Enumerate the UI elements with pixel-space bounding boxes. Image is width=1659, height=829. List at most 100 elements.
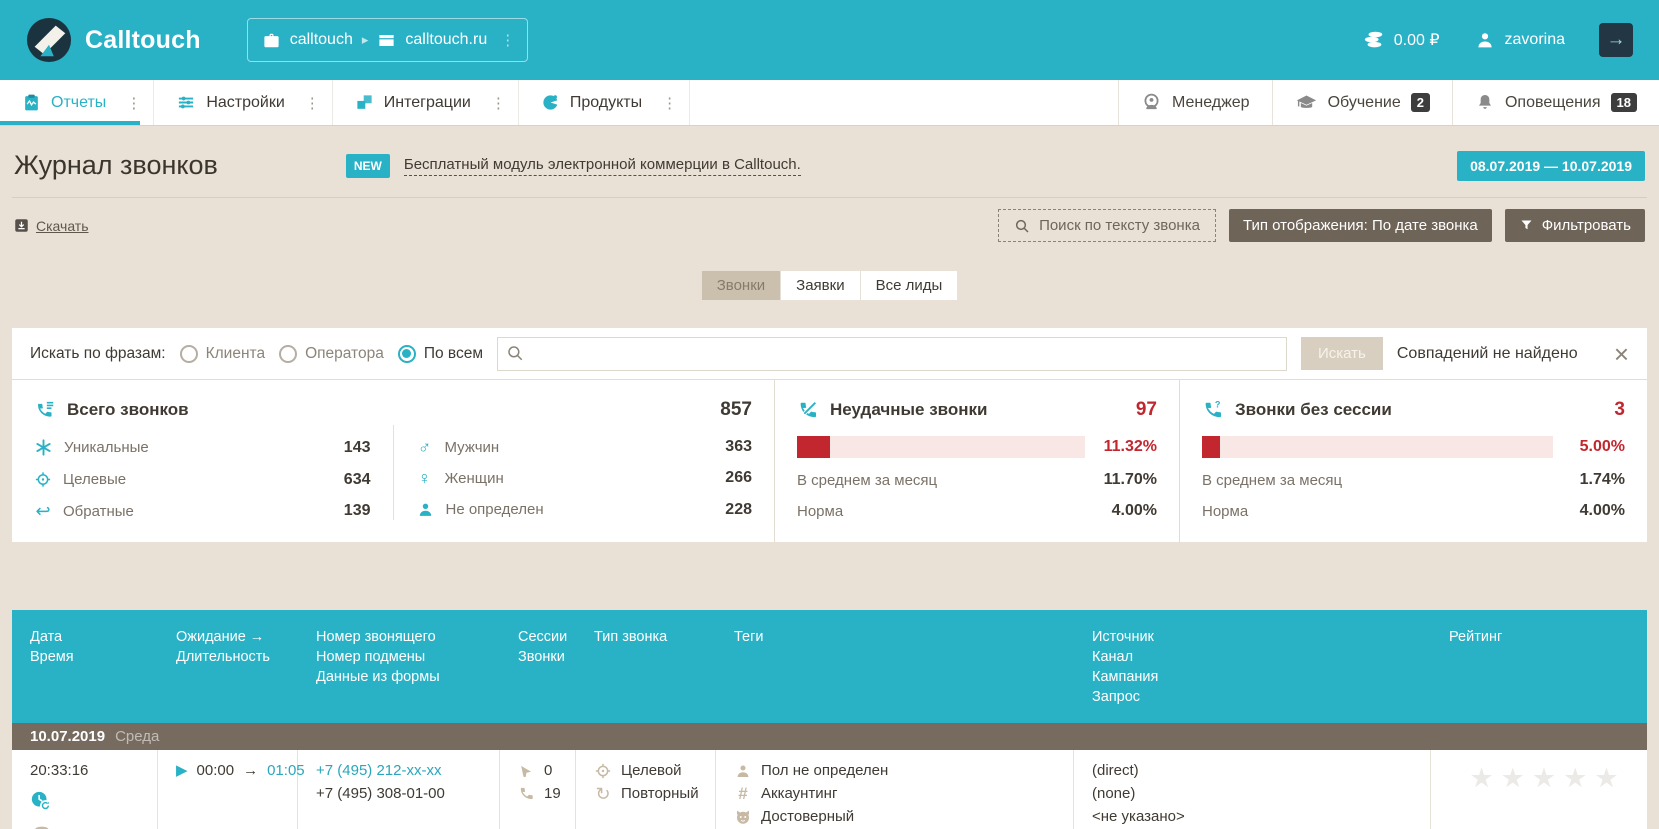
phrase-search-input[interactable]: [497, 336, 1287, 371]
call-text-search-label: Поиск по тексту звонка: [1039, 217, 1200, 234]
phrase-search-row: Искать по фразам: Клиента Оператора По в…: [12, 328, 1647, 380]
radio-client[interactable]: Клиента: [179, 344, 265, 363]
search-submit-button[interactable]: Искать: [1301, 337, 1383, 370]
filter-button[interactable]: Фильтровать: [1504, 209, 1645, 242]
no-session-percent: 5.00%: [1579, 438, 1625, 455]
nav-tab-products-link[interactable]: Продукты: [519, 80, 650, 125]
target-calls-value: 634: [343, 470, 371, 488]
page-title: Журнал звонков: [14, 150, 218, 180]
nav-tab-products-menu-icon[interactable]: ⋮: [662, 94, 678, 112]
call-text-search-button[interactable]: Поиск по тексту звонка: [998, 209, 1216, 242]
no-session-value: 3: [1614, 399, 1625, 420]
date-range-button[interactable]: 08.07.2019 — 10.07.2019: [1457, 150, 1645, 181]
balance-amount: 0.00 ₽: [1393, 32, 1440, 49]
coins-icon: [1364, 31, 1382, 48]
header-rating[interactable]: Рейтинг: [1449, 629, 1503, 645]
phone-question-icon: ?: [1205, 399, 1221, 418]
header-date-time[interactable]: Дата Время: [30, 629, 74, 665]
no-session-bar-row: 5.00%: [1202, 436, 1625, 458]
star-icon[interactable]: ★: [1469, 763, 1494, 793]
nav-tab-reports-link[interactable]: Отчеты: [0, 80, 141, 125]
nav-tab-integrations-menu-icon[interactable]: ⋮: [490, 94, 506, 112]
header-source[interactable]: Источник Канал Кампания Запрос: [1092, 629, 1159, 705]
no-session-progress-bar: [1202, 436, 1553, 458]
header-wait-duration[interactable]: Ожидание → Длительность: [176, 629, 270, 665]
training-button[interactable]: Обучение 2: [1271, 80, 1452, 125]
radio-all[interactable]: По всем: [397, 344, 483, 363]
group-date: 10.07.2019: [30, 728, 106, 745]
user-icon: [1477, 33, 1492, 48]
svg-text:?: ?: [1215, 399, 1221, 409]
call-type-target: Целевой: [621, 762, 682, 779]
nav-tab-integrations: Интеграции ⋮: [333, 80, 519, 125]
header-tags[interactable]: Теги: [734, 629, 764, 645]
nav-tab-settings-link[interactable]: Настройки: [154, 80, 292, 125]
main-nav: Отчеты ⋮ Настройки ⋮ И: [0, 80, 1659, 126]
header-call-type[interactable]: Тип звонка: [594, 629, 668, 645]
star-icon[interactable]: ★: [1500, 763, 1525, 793]
nav-tab-integrations-link[interactable]: Интеграции: [333, 80, 479, 125]
display-type-button[interactable]: Тип отображения: По дате звонка: [1228, 209, 1492, 242]
star-icon[interactable]: ★: [1531, 763, 1557, 793]
star-icon[interactable]: ★: [1563, 763, 1588, 793]
nav-tab-label: Настройки: [206, 93, 285, 111]
radio-operator[interactable]: Оператора: [279, 344, 384, 363]
unique-calls-row: Уникальные 143: [34, 438, 371, 457]
star-icon[interactable]: ★: [1594, 763, 1619, 793]
topbar-right: 0.00 ₽ zavorina →: [1363, 23, 1633, 57]
play-icon[interactable]: ▶: [176, 762, 188, 779]
call-log-table: Дата Время Ожидание → Длительность Номер з…: [12, 610, 1647, 829]
nav-tab-reports-menu-icon[interactable]: ⋮: [126, 94, 142, 112]
download-link[interactable]: Скачать: [14, 218, 89, 234]
filter-label: Фильтровать: [1541, 217, 1631, 234]
stats-cards: Всего звонков 857 Уникальные 143: [12, 380, 1647, 542]
breadcrumb-menu-icon[interactable]: ⋮: [500, 31, 516, 49]
sessions-count: 0: [544, 762, 553, 779]
tab-all-leads[interactable]: Все лиды: [859, 271, 958, 300]
person-icon: [419, 503, 431, 516]
cell-call-type: Целевой ↻ Повторный: [576, 750, 716, 829]
radio-operator-label: Оператора: [305, 344, 384, 362]
nav-tab-settings-menu-icon[interactable]: ⋮: [304, 94, 320, 112]
user-menu[interactable]: zavorina: [1474, 29, 1565, 51]
account-breadcrumb[interactable]: calltouch ▸ calltouch.ru ⋮: [246, 18, 529, 62]
alerts-badge: 18: [1610, 93, 1637, 112]
return-arrow-icon: ↩: [35, 501, 51, 521]
failed-calls-progress-fill: [797, 436, 830, 458]
clock-repeat-icon[interactable]: [30, 790, 52, 812]
manager-icon: [1144, 93, 1159, 110]
breadcrumb-site: calltouch.ru: [405, 31, 488, 48]
logout-button[interactable]: →: [1599, 23, 1633, 57]
rating-stars: ★ ★ ★ ★ ★: [1449, 759, 1639, 793]
call-time: 20:33:16: [30, 762, 89, 779]
manager-label: Менеджер: [1171, 93, 1250, 111]
date-group-row: 10.07.2019 Среда: [12, 723, 1647, 750]
calltouch-logo-icon: [26, 17, 72, 63]
tab-calls[interactable]: Звонки: [701, 271, 781, 300]
search-icon: [508, 345, 523, 360]
manager-button[interactable]: Менеджер: [1117, 80, 1272, 125]
user-name: zavorina: [1504, 31, 1565, 48]
brand[interactable]: Calltouch: [26, 17, 201, 63]
balance[interactable]: 0.00 ₽: [1363, 29, 1440, 51]
substitute-number: +7 (495) 308-01-00: [316, 785, 445, 802]
close-icon[interactable]: ×: [1613, 338, 1629, 369]
coins-icon[interactable]: [30, 824, 51, 829]
call-row[interactable]: 20:33:16 ▶ 00:00 → 01:05: [12, 750, 1647, 829]
total-calls-header: Всего звонков 857: [34, 399, 752, 421]
toolbar: Скачать Поиск по тексту звонка Тип отобр…: [12, 198, 1647, 253]
header-numbers[interactable]: Номер звонящего Номер подмены Данные из фо…: [316, 629, 440, 685]
failed-call-icon: [800, 401, 817, 418]
logout-arrow-icon: →: [1606, 29, 1626, 50]
briefcase-icon: [264, 33, 279, 47]
promo-link[interactable]: Бесплатный модуль электронной коммерции …: [403, 156, 801, 176]
header-sessions-calls[interactable]: Сессии Звонки: [518, 629, 568, 665]
cat-face-icon: [737, 810, 749, 824]
nav-tab-reports: Отчеты ⋮: [0, 80, 155, 125]
alerts-button[interactable]: Оповещения 18: [1451, 80, 1659, 125]
summary-panel: Искать по фразам: Клиента Оператора По в…: [12, 328, 1647, 542]
undefined-gender-row: Не определен 228: [416, 500, 752, 519]
male-calls-row: ♂ Мужчин 363: [416, 438, 752, 456]
caller-number-link[interactable]: +7 (495) 212-xx-xx: [316, 762, 442, 779]
tab-requests[interactable]: Заявки: [780, 271, 860, 300]
